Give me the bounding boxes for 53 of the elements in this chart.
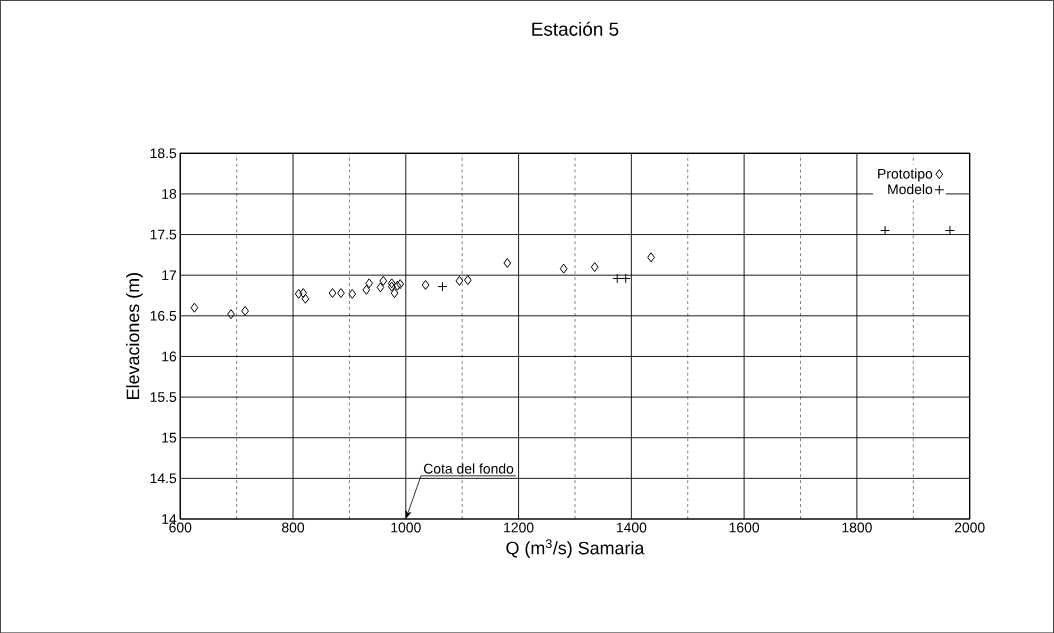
y-tick-label: 15 <box>162 432 177 443</box>
y-tick-label: 16.5 <box>150 310 177 321</box>
y-tick-label: 14.5 <box>150 473 177 484</box>
x-tick-label: 2000 <box>954 522 985 533</box>
y-tick-label: 16 <box>162 351 177 362</box>
annotation: Cota del fondo <box>423 463 514 474</box>
point <box>455 275 464 286</box>
point <box>944 225 955 236</box>
y-tick-label: 17 <box>162 270 177 280</box>
x-tick-label: 800 <box>282 522 305 533</box>
point <box>376 282 385 293</box>
point <box>328 287 337 298</box>
x-tick-label: 1800 <box>842 522 872 533</box>
y-tick-label: 18.5 <box>150 148 177 159</box>
x-tick-label: 1200 <box>504 522 534 533</box>
point <box>647 252 655 263</box>
point <box>365 278 374 289</box>
point <box>301 293 310 304</box>
point <box>337 287 345 298</box>
point <box>227 309 235 320</box>
point <box>390 287 399 298</box>
legend-label: Modelo <box>888 183 933 195</box>
point <box>590 261 599 272</box>
point <box>299 287 308 298</box>
y-tick-label: 17.5 <box>150 229 177 240</box>
point <box>241 305 249 316</box>
point <box>348 288 357 299</box>
point <box>362 284 371 295</box>
point <box>396 278 405 289</box>
point <box>880 225 891 236</box>
x-tick-label: 1600 <box>729 522 760 533</box>
x-tick-label: 600 <box>169 522 192 533</box>
point <box>559 263 568 274</box>
point <box>379 275 388 286</box>
point <box>294 288 303 299</box>
point <box>387 278 396 289</box>
point <box>437 281 448 292</box>
x-tick-label: 1400 <box>616 522 647 533</box>
chart-title: Estación 5 <box>532 21 619 36</box>
point <box>393 280 402 291</box>
point <box>463 274 472 285</box>
x-axis-title: Q (m$^{3}$/s) Samaria <box>506 539 645 558</box>
point <box>387 281 396 292</box>
point <box>190 302 199 313</box>
point <box>421 279 430 290</box>
legend-label: Prototipo <box>878 168 933 182</box>
y-axis-title: Elevaciones (m) <box>126 272 143 399</box>
y-tick-label: 15.5 <box>150 392 177 402</box>
point <box>503 257 512 268</box>
y-tick-label: 14 <box>162 514 177 524</box>
x-tick-label: 1000 <box>391 522 421 533</box>
point <box>620 273 631 284</box>
y-tick-label: 18 <box>162 188 177 199</box>
